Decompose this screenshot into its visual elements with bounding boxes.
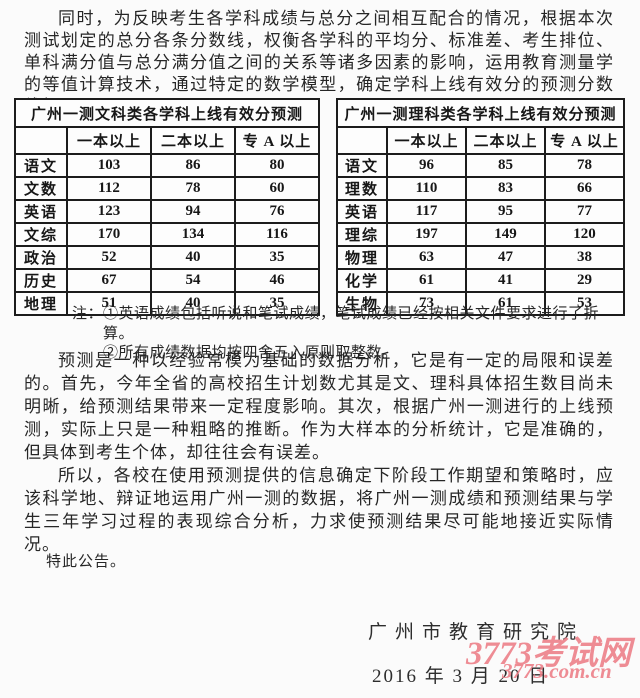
subject-cell: 语文 [14, 153, 68, 178]
score-cell: 120 [544, 222, 625, 247]
score-cell: 96 [386, 153, 467, 178]
score-cell: 78 [150, 176, 236, 201]
table-row: 文综 170 134 116 [14, 222, 320, 247]
score-cell: 52 [66, 245, 152, 270]
table-header-cell: 专 A 以上 [234, 126, 320, 155]
subject-cell: 文综 [14, 222, 68, 247]
table-row: 物理 63 47 38 [336, 245, 625, 270]
science-score-table: 广州一测理科类各学科上线有效分预测 一本以上 二本以上专 A 以上 语文 96 85 78 理… [336, 98, 625, 316]
score-cell: 94 [150, 199, 236, 224]
score-cell: 60 [234, 176, 320, 201]
subject-cell: 历史 [14, 268, 68, 293]
table-title: 广州一测文科类各学科上线有效分预测 [14, 98, 320, 128]
table-row: 理综 197 149 120 [336, 222, 625, 247]
table-header-cell: 二本以上 [150, 126, 236, 155]
score-cell: 53 [544, 291, 625, 316]
advice-paragraph: 所以，各校在使用预测提供的信息确定下阶段工作期望和策略时，应该科学地、辩证地运用… [24, 466, 614, 554]
score-cell: 117 [386, 199, 467, 224]
score-cell: 38 [544, 245, 625, 270]
score-cell: 54 [150, 268, 236, 293]
table-row: 化学 61 41 29 [336, 268, 625, 293]
analysis-paragraph: 预测是一种以经验常模为基础的数据分析，它是有一定的局限和误差的。首先，今年全省的… [24, 351, 614, 462]
score-cell: 73 [386, 291, 467, 316]
subject-cell: 生物 [336, 291, 388, 316]
score-cell: 76 [234, 199, 320, 224]
score-cell: 112 [66, 176, 152, 201]
score-cell: 149 [465, 222, 546, 247]
issue-date: 2016 年 3 月 20 日 [372, 666, 550, 687]
table-row: 英语 123 94 76 [14, 199, 320, 224]
score-cell: 66 [544, 176, 625, 201]
subject-cell: 物理 [336, 245, 388, 270]
note-item-1: ①英语成绩包括听说和笔试成绩，笔试成绩已经按相关文件要求进行了折算。 [103, 306, 600, 342]
subject-cell: 文数 [14, 176, 68, 201]
issuer-signature: 广州市教育研究院 [368, 622, 585, 643]
score-cell: 40 [150, 245, 236, 270]
subject-cell: 政治 [14, 245, 68, 270]
score-table: 广州一测理科类各学科上线有效分预测 一本以上 二本以上专 A 以上 语文 96 85 78 理… [336, 98, 625, 316]
subject-cell: 语文 [336, 153, 388, 178]
score-cell: 123 [66, 199, 152, 224]
table-header-cell [336, 126, 388, 155]
score-cell: 134 [150, 222, 236, 247]
notes-block: 注： ①英语成绩包括听说和笔试成绩，笔试成绩已经按相关文件要求进行了折算。 ②所… [72, 305, 617, 364]
score-cell: 170 [66, 222, 152, 247]
score-cell: 61 [386, 268, 467, 293]
score-cell: 47 [465, 245, 546, 270]
subject-cell: 理综 [336, 222, 388, 247]
table-row: 政治 52 40 35 [14, 245, 320, 270]
score-cell: 116 [234, 222, 320, 247]
closing-statement: 特此公告。 [46, 554, 127, 570]
score-cell: 83 [465, 176, 546, 201]
score-cell: 85 [465, 153, 546, 178]
score-cell: 41 [465, 268, 546, 293]
table-header-cell: 一本以上 [66, 126, 152, 155]
subject-cell: 化学 [336, 268, 388, 293]
score-cell: 35 [234, 245, 320, 270]
table-row: 理数 110 83 66 [336, 176, 625, 201]
note-lines: ①英语成绩包括听说和笔试成绩，笔试成绩已经按相关文件要求进行了折算。 ②所有成绩… [103, 305, 617, 364]
table-header-cell: 一本以上 [386, 126, 467, 155]
body-paragraphs: 预测是一种以经验常模为基础的数据分析，它是有一定的局限和误差的。首先，今年全省的… [24, 349, 614, 556]
table-row: 语文 103 86 80 [14, 153, 320, 178]
note-label: 注： [72, 306, 104, 322]
score-cell: 61 [465, 291, 546, 316]
table-title: 广州一测理科类各学科上线有效分预测 [336, 98, 625, 128]
watermark-site-url: 3773.com.cn [502, 659, 612, 683]
table-row: 生物 73 61 53 [336, 291, 625, 316]
liberal-arts-score-table: 广州一测文科类各学科上线有效分预测 一本以上 二本以上专 A 以上 语文 103 86 80… [14, 98, 320, 316]
score-cell: 80 [234, 153, 320, 178]
score-cell: 40 [150, 291, 236, 316]
score-cell: 63 [386, 245, 467, 270]
table-row: 历史 67 54 46 [14, 268, 320, 293]
score-cell: 103 [66, 153, 152, 178]
subject-cell: 英语 [336, 199, 388, 224]
score-cell: 78 [544, 153, 625, 178]
score-cell: 95 [465, 199, 546, 224]
watermark-site-name: 3773考试网 [466, 636, 631, 672]
score-cell: 86 [150, 153, 236, 178]
subject-cell: 英语 [14, 199, 68, 224]
subject-cell: 地理 [14, 291, 68, 316]
score-cell: 67 [66, 268, 152, 293]
score-cell: 110 [386, 176, 467, 201]
intro-paragraph: 同时，为反映考生各学科成绩与总分之间相互配合的情况，根据本次测试划定的总分各条分… [24, 9, 614, 116]
score-cell: 46 [234, 268, 320, 293]
score-cell: 77 [544, 199, 625, 224]
score-cell: 197 [386, 222, 467, 247]
subject-cell: 理数 [336, 176, 388, 201]
table-row: 语文 96 85 78 [336, 153, 625, 178]
table-header-cell [14, 126, 68, 155]
table-header-cell: 二本以上 [465, 126, 546, 155]
table-row: 文数 112 78 60 [14, 176, 320, 201]
table-header-cell: 专 A 以上 [544, 126, 625, 155]
note-item-2: ②所有成绩数据均按四舍五入原则取整数。 [103, 345, 398, 361]
score-table: 广州一测文科类各学科上线有效分预测 一本以上 二本以上专 A 以上 语文 103 86 80… [14, 98, 320, 316]
table-row: 英语 117 95 77 [336, 199, 625, 224]
score-cell: 51 [66, 291, 152, 316]
score-cell: 35 [234, 291, 320, 316]
score-cell: 29 [544, 268, 625, 293]
table-row: 地理 51 40 35 [14, 291, 320, 316]
